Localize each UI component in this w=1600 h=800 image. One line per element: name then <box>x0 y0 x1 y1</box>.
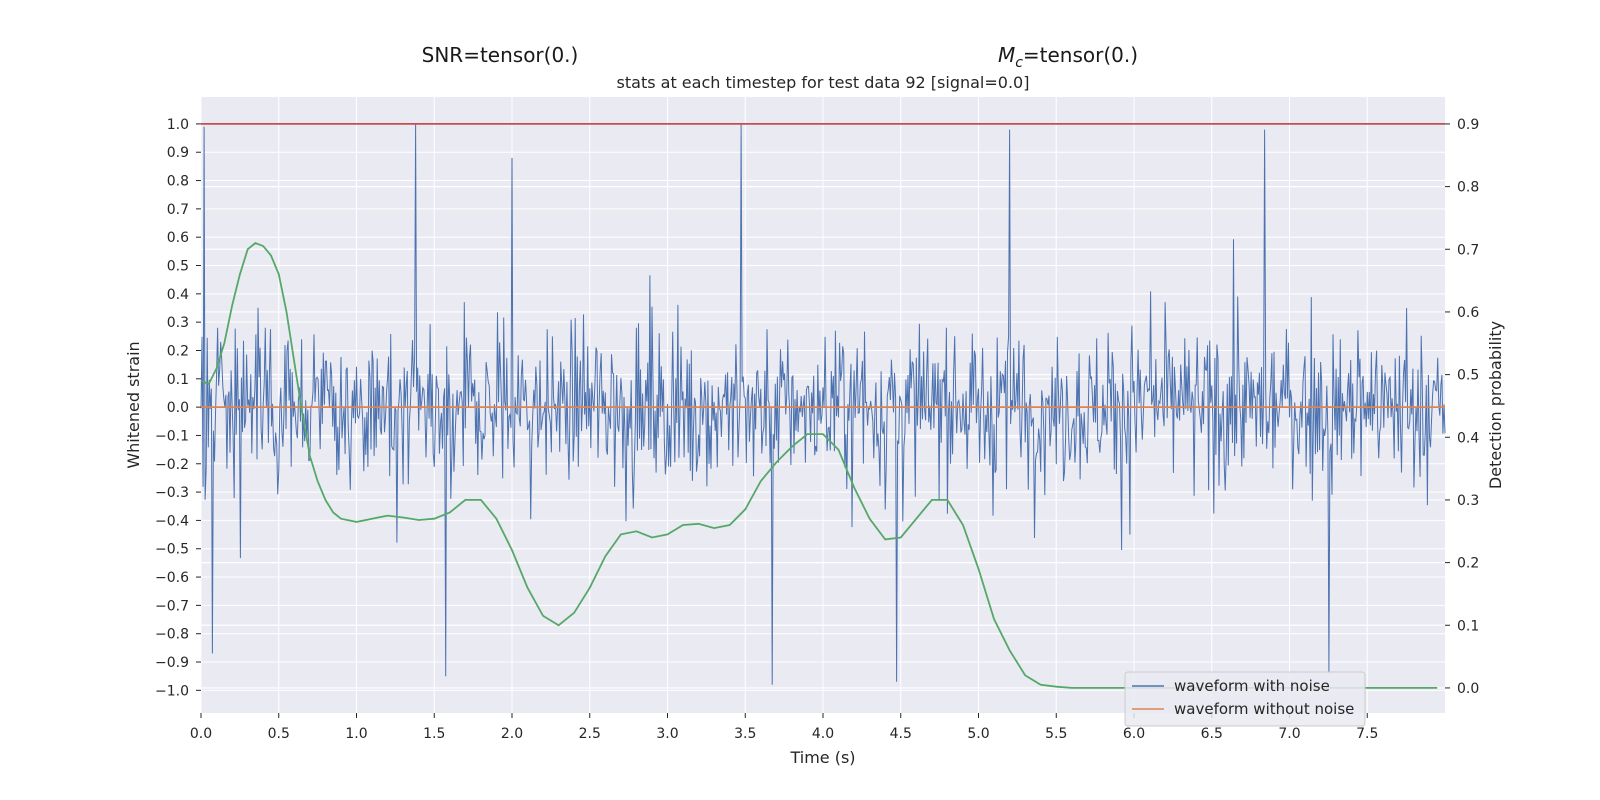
x-tick-label: 1.0 <box>345 726 367 742</box>
y-left-tick-label: −0.9 <box>155 655 189 671</box>
x-tick-label: 4.5 <box>890 726 912 742</box>
y-right-tick-label: 0.2 <box>1457 556 1479 572</box>
y-right-tick-label: 0.5 <box>1457 368 1479 384</box>
legend-label-clean: waveform without noise <box>1174 700 1354 718</box>
title-chirp-mass-subscript: c <box>1015 55 1023 71</box>
y-right-tick-label: 0.9 <box>1457 117 1479 133</box>
y-right-tick-label: 0.4 <box>1457 430 1479 446</box>
y-left-tick-label: 0.0 <box>167 400 189 416</box>
y-left-tick-label: 0.6 <box>167 230 189 246</box>
y-left-tick-label: −0.8 <box>155 627 189 643</box>
series-line-2 <box>200 241 1438 689</box>
y-left-tick-label: −0.3 <box>155 485 189 501</box>
x-tick-label: 4.0 <box>812 726 834 742</box>
x-tick-label: 3.0 <box>656 726 678 742</box>
y-right-tick-label: 0.7 <box>1457 242 1479 258</box>
x-tick-label: 6.0 <box>1123 726 1145 742</box>
y-left-tick-label: −0.1 <box>155 428 189 444</box>
y-left-tick-label: −1.0 <box>155 683 189 699</box>
y-left-tick-label: 0.7 <box>167 202 189 218</box>
x-tick-label: 0.5 <box>268 726 290 742</box>
title-snr: SNR=tensor(0.) <box>422 43 579 67</box>
title-chirp-mass: Mc=tensor(0.) <box>998 43 1138 71</box>
y-left-tick-label: 1.0 <box>167 117 189 133</box>
y-axis-right-label: Detection probability <box>1486 321 1505 489</box>
legend-label-noise: waveform with noise <box>1174 677 1330 695</box>
title-chirp-mass-symbol: M <box>998 43 1015 67</box>
title-chirp-mass-value: =tensor(0.) <box>1023 43 1138 67</box>
y-right-tick-label: 0.0 <box>1457 681 1479 697</box>
grid <box>200 97 1445 713</box>
x-tick-labels: 0.0 0.5 1.0 1.5 2.0 2.5 3.0 3.5 4.0 4.5 5.0 5.5 6.0 6… <box>190 713 1378 742</box>
series-waveform-with-noise <box>200 123 1446 685</box>
y-left-tick-label: 0.5 <box>167 259 189 275</box>
x-tick-label: 6.5 <box>1201 726 1223 742</box>
y-left-tick-label: 0.8 <box>167 174 189 190</box>
x-tick-label: 7.5 <box>1356 726 1378 742</box>
y-left-tick-label: −0.7 <box>155 598 189 614</box>
legend: waveform with noise waveform without noi… <box>1124 671 1366 727</box>
y-right-tick-label: 0.1 <box>1457 618 1479 634</box>
y-right-tick-labels: 0.9 0.8 0.7 0.6 0.5 0.4 0.3 0.2 0.1 0.0 <box>1445 117 1479 697</box>
y-left-tick-label: −0.4 <box>155 513 189 529</box>
x-tick-label: 3.5 <box>734 726 756 742</box>
legend-box <box>1124 671 1366 727</box>
noise-trace <box>200 123 1446 685</box>
x-axis-label: Time (s) <box>789 748 855 767</box>
x-tick-label: 2.5 <box>579 726 601 742</box>
x-tick-label: 2.0 <box>501 726 523 742</box>
series-lines <box>200 123 1445 689</box>
x-tick-label: 5.5 <box>1045 726 1067 742</box>
y-right-tick-label: 0.3 <box>1457 493 1479 509</box>
x-tick-label: 5.0 <box>967 726 989 742</box>
y-left-tick-label: 0.9 <box>167 145 189 161</box>
x-tick-label: 7.0 <box>1278 726 1300 742</box>
y-left-tick-label: −0.2 <box>155 457 189 473</box>
y-right-tick-label: 0.8 <box>1457 180 1479 196</box>
y-left-tick-label: 0.3 <box>167 315 189 331</box>
y-left-tick-labels: 1.0 0.9 0.8 0.7 0.6 0.5 0.4 0.3 0.2 0.1 0.0 −0.1 −0.… <box>155 117 201 699</box>
y-right-tick-label: 0.6 <box>1457 305 1479 321</box>
x-tick-label: 1.5 <box>423 726 445 742</box>
y-left-tick-label: −0.5 <box>155 542 189 558</box>
y-left-tick-label: −0.6 <box>155 570 189 586</box>
y-axis-left-label: Whitened strain <box>124 341 143 468</box>
subtitle: stats at each timestep for test data 92 … <box>617 73 1030 92</box>
x-tick-label: 0.0 <box>190 726 212 742</box>
y-left-tick-label: 0.4 <box>167 287 189 303</box>
y-left-tick-label: 0.1 <box>167 372 189 388</box>
y-left-tick-label: 0.2 <box>167 343 189 359</box>
